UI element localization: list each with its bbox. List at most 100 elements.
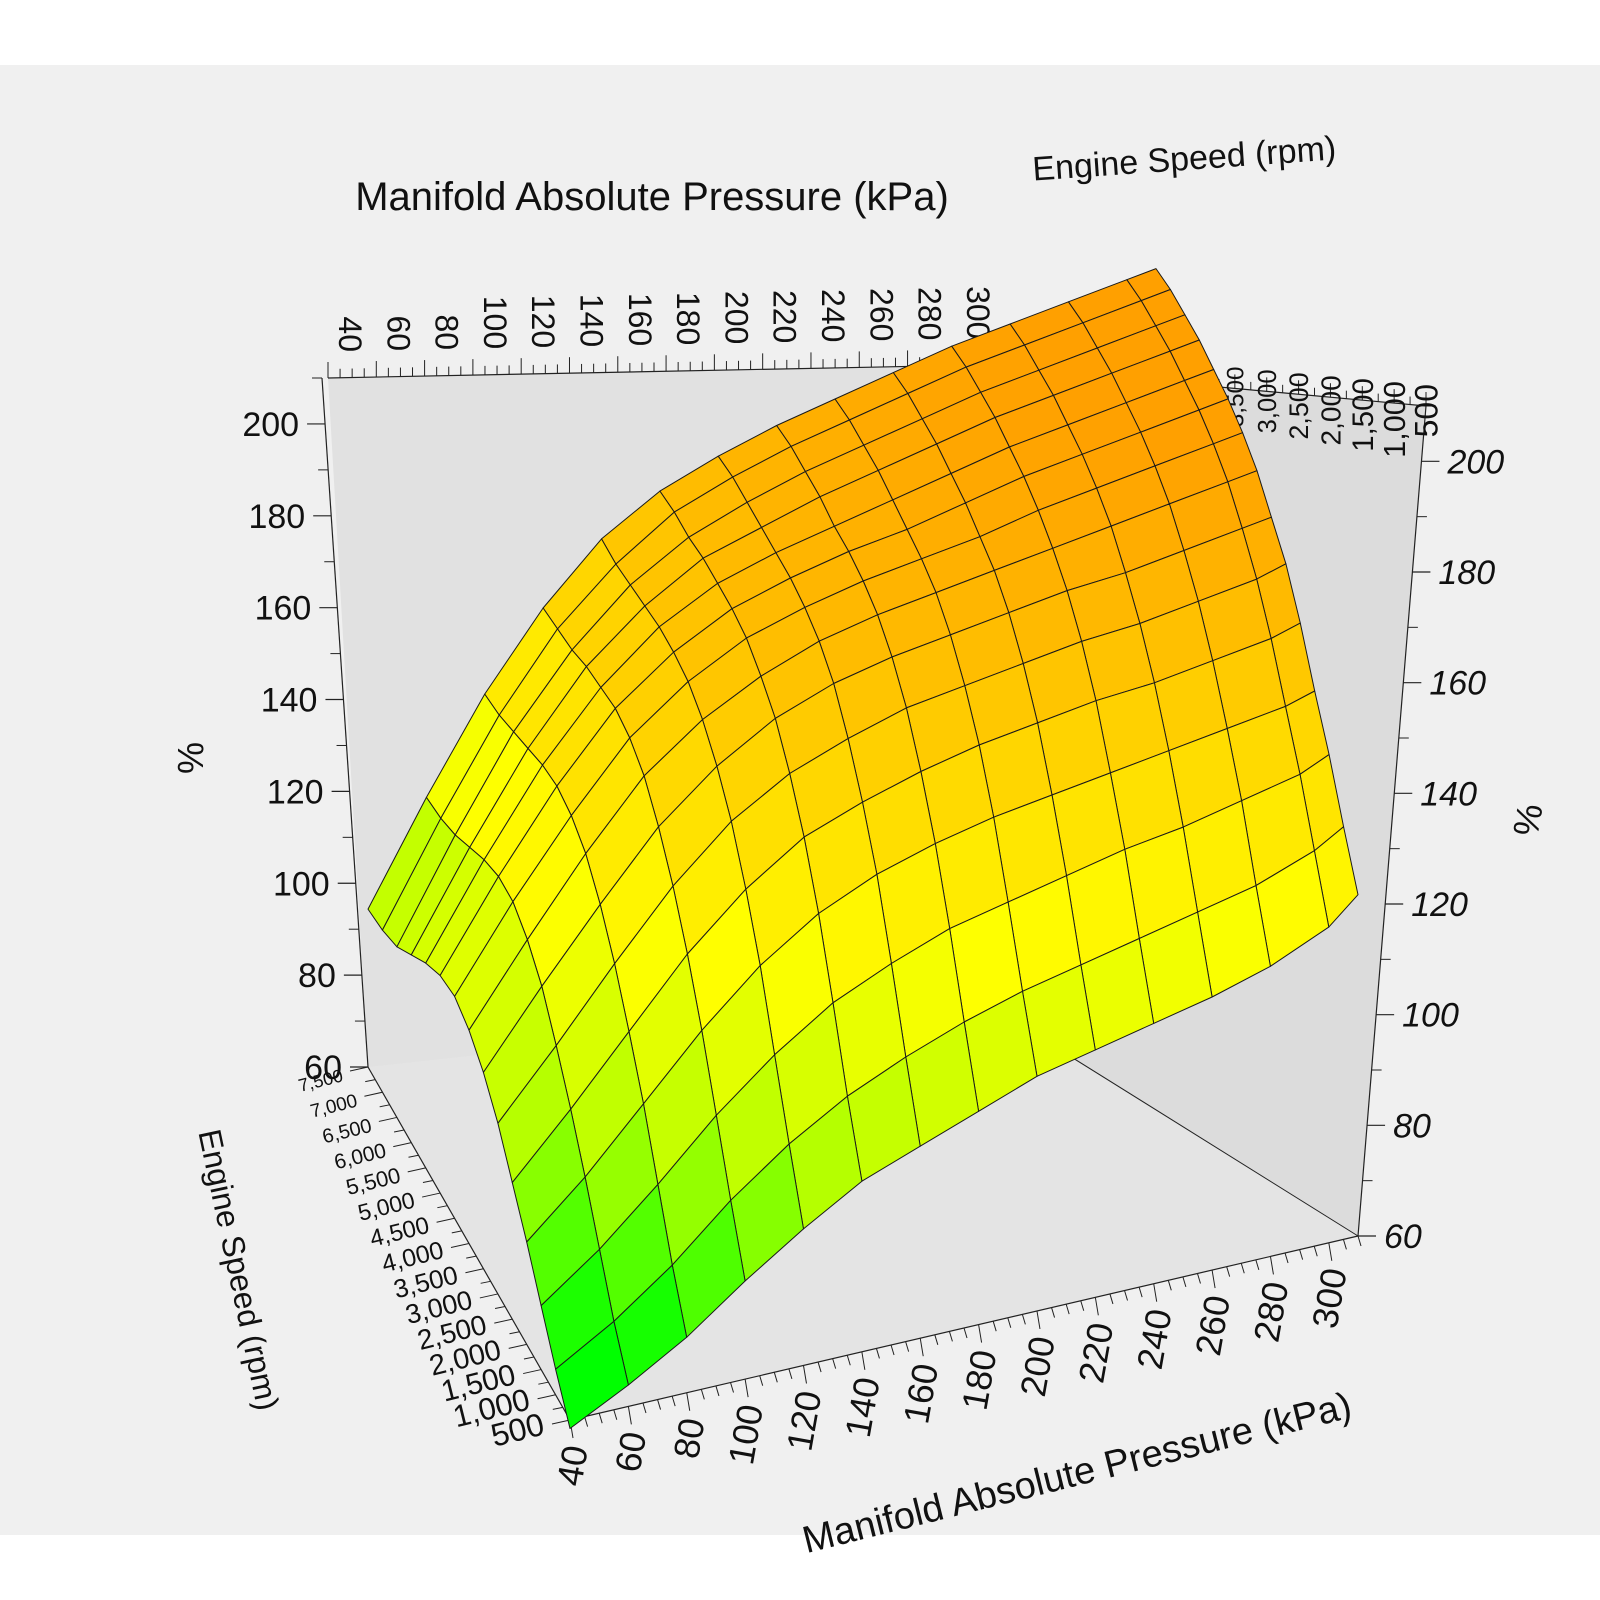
bottom-x-minor-tick — [1109, 1293, 1114, 1305]
left-z-tick-label: 80 — [298, 957, 336, 995]
bottom-y-minor-tick — [494, 1306, 506, 1310]
bottom-x-tick-label: 280 — [1246, 1279, 1297, 1345]
bottom-x-minor-tick — [905, 1341, 910, 1352]
right-z-tick-label: 100 — [1402, 997, 1459, 1035]
bottom-y-tick — [537, 1394, 556, 1400]
top-x-tick-label: 240 — [815, 289, 851, 342]
bottom-y-tick — [378, 1116, 397, 1122]
bottom-x-tick-label: 300 — [1304, 1265, 1355, 1331]
right-z-axis-title: % — [1505, 801, 1551, 840]
bottom-x-tick-label: 40 — [549, 1442, 596, 1489]
bottom-y-tick — [494, 1318, 513, 1324]
bottom-x-tick — [686, 1392, 691, 1411]
bottom-y-tick — [479, 1293, 498, 1299]
left-z-axis-line — [321, 377, 369, 1068]
bottom-y-minor-tick — [480, 1280, 491, 1284]
bottom-x-tick — [627, 1406, 632, 1425]
top-x-tick-label: 200 — [718, 291, 754, 344]
top-x-tick-label: 280 — [912, 287, 948, 340]
bottom-y-minor-tick — [523, 1356, 535, 1360]
right-z-tick-label: 180 — [1438, 554, 1495, 592]
bottom-x-minor-tick — [875, 1348, 880, 1359]
bottom-x-minor-tick — [715, 1385, 720, 1397]
left-z-tick-label: 200 — [242, 406, 299, 444]
bottom-x-minor-tick — [598, 1413, 603, 1424]
top-y-tick-label: 1,000 — [1377, 381, 1412, 458]
bottom-x-tick — [744, 1379, 749, 1398]
bottom-x-minor-tick — [832, 1358, 837, 1369]
bottom-x-tick-label: 100 — [720, 1401, 771, 1467]
bottom-y-tick — [450, 1243, 470, 1248]
bottom-y-minor-tick — [365, 1079, 376, 1083]
left-z-tick-label: 120 — [267, 773, 324, 811]
bottom-x-minor-tick — [759, 1375, 764, 1386]
left-z-tick-label: 100 — [273, 865, 330, 903]
bottom-x-tick — [802, 1365, 807, 1384]
right-z-tick-label: 60 — [1384, 1218, 1422, 1256]
bottom-x-tick — [919, 1338, 924, 1357]
left-z-tick-label: 160 — [255, 590, 312, 628]
top-y-axis-title: Engine Speed (rpm) — [1031, 129, 1337, 188]
surface-cell — [555, 1320, 629, 1429]
bottom-x-minor-tick — [1342, 1239, 1347, 1250]
bottom-y-tick — [349, 1066, 369, 1072]
left-z-tick-label: 180 — [248, 498, 305, 536]
bottom-x-tick — [978, 1324, 983, 1343]
bottom-x-minor-tick — [671, 1396, 676, 1407]
bottom-x-minor-tick — [817, 1361, 822, 1373]
bottom-y-minor-tick — [466, 1255, 477, 1259]
bottom-x-minor-tick — [1167, 1280, 1172, 1291]
bottom-y-tick — [364, 1091, 383, 1097]
top-x-tick-label: 40 — [332, 316, 368, 352]
bottom-x-minor-tick — [963, 1327, 968, 1339]
bottom-y-tick — [523, 1369, 542, 1375]
bottom-x-tick-label: 200 — [1012, 1333, 1063, 1399]
top-x-tick-label: 220 — [767, 290, 803, 343]
top-x-tick-label: 60 — [380, 315, 416, 351]
right-z-tick-label: 120 — [1411, 886, 1468, 924]
bottom-x-minor-tick — [1240, 1263, 1245, 1274]
bottom-x-minor-tick — [1226, 1266, 1231, 1277]
left-z-tick-label: 140 — [261, 682, 318, 720]
top-x-tick-label: 300 — [960, 286, 996, 339]
bottom-y-minor-tick — [509, 1331, 520, 1335]
bottom-x-minor-tick — [1197, 1273, 1201, 1284]
top-y-tick-label: 500 — [1409, 384, 1445, 437]
bottom-x-tick — [1153, 1283, 1158, 1302]
bottom-y-minor-tick — [552, 1406, 563, 1410]
bottom-x-tick — [1211, 1269, 1216, 1289]
bottom-x-minor-tick — [788, 1368, 793, 1380]
bottom-y-minor-tick — [451, 1230, 462, 1234]
bottom-x-minor-tick — [992, 1321, 997, 1332]
bottom-y-minor-tick — [379, 1104, 390, 1108]
bottom-x-tick-label: 80 — [665, 1415, 712, 1462]
bottom-x-tick-label: 260 — [1187, 1292, 1238, 1358]
bottom-y-minor-tick — [437, 1205, 448, 1209]
right-z-tick-label: 80 — [1393, 1107, 1431, 1145]
right-z-tick-label: 200 — [1446, 443, 1504, 481]
bottom-y-minor-tick — [422, 1179, 434, 1183]
bottom-x-minor-tick — [948, 1331, 953, 1342]
bottom-x-minor-tick — [846, 1355, 851, 1366]
bottom-x-tick-label: 140 — [837, 1374, 888, 1440]
bottom-x-minor-tick — [613, 1409, 618, 1420]
bottom-x-minor-tick — [1124, 1290, 1128, 1301]
bottom-x-tick-label: 160 — [895, 1360, 946, 1426]
bottom-x-minor-tick — [773, 1372, 778, 1383]
bottom-x-tick-label: 60 — [607, 1429, 654, 1476]
bottom-x-tick-label: 180 — [954, 1347, 1005, 1413]
top-y-tick-label: 1,500 — [1347, 378, 1380, 452]
bottom-x-minor-tick — [1021, 1314, 1026, 1325]
bottom-x-minor-tick — [1284, 1252, 1289, 1264]
top-x-tick-label: 140 — [573, 294, 609, 347]
top-y-tick-label: 2,500 — [1284, 372, 1314, 439]
bottom-x-minor-tick — [700, 1389, 705, 1400]
bottom-x-tick — [1094, 1297, 1099, 1316]
bottom-y-tick — [407, 1167, 426, 1173]
bottom-x-minor-tick — [1357, 1235, 1362, 1247]
top-x-tick-label: 100 — [477, 296, 513, 349]
top-x-axis-title: Manifold Absolute Pressure (kPa) — [355, 175, 949, 219]
right-z-axis-line — [1357, 405, 1427, 1237]
top-y-tick-label: 2,000 — [1316, 375, 1347, 445]
